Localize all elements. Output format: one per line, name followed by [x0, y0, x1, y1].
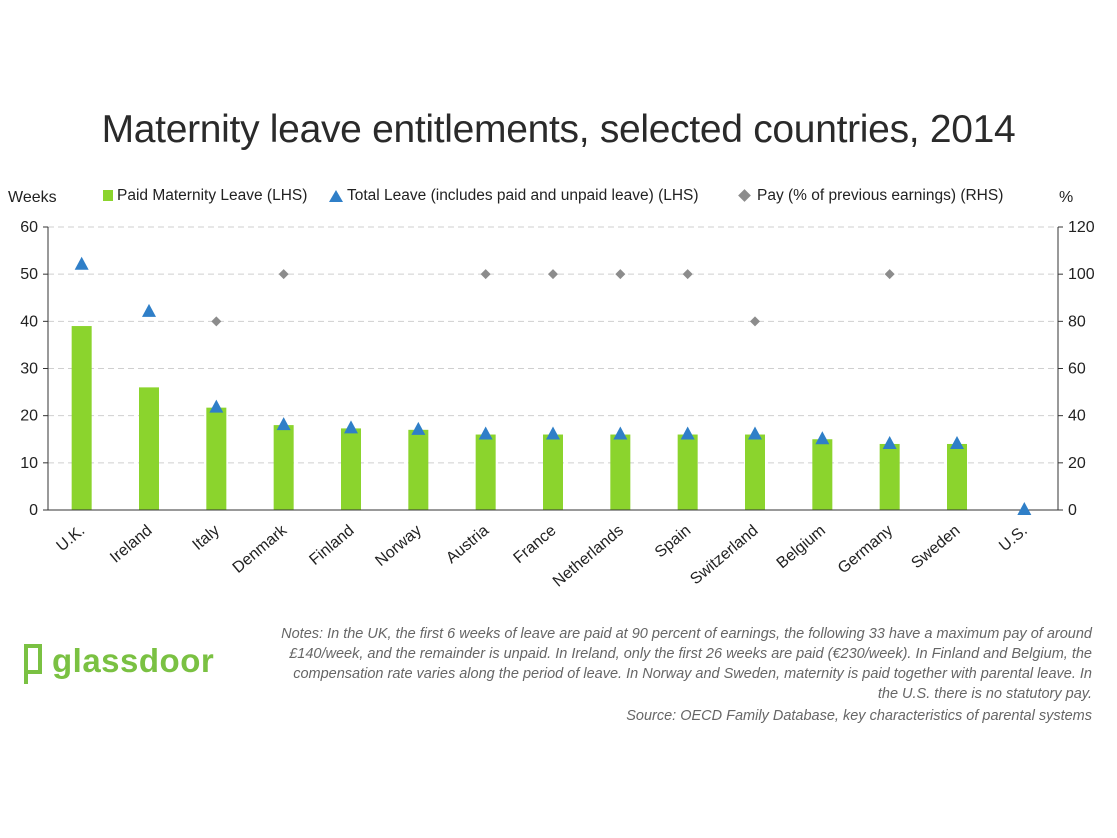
right-tick-label: 120: [1068, 219, 1095, 236]
marker-pay: [884, 269, 895, 280]
chart-source: Source: OECD Family Database, key charac…: [626, 708, 1092, 724]
category-label: Germany: [835, 522, 896, 577]
right-tick-label: 0: [1068, 502, 1077, 519]
right-tick-label: 60: [1068, 361, 1086, 378]
left-tick-label: 50: [20, 266, 38, 283]
category-label: Switzerland: [687, 522, 761, 588]
marker-total-leave: [882, 435, 897, 449]
category-label: Austria: [443, 522, 492, 567]
marker-total-leave: [950, 435, 964, 449]
category-label: Ireland: [107, 522, 155, 566]
bar-paid-leave: [475, 434, 496, 510]
marker-total-leave: [276, 417, 291, 431]
bar-paid-leave: [341, 428, 361, 510]
marker-total-leave: [748, 426, 762, 440]
triangle-icon: [329, 189, 343, 202]
marker-total-leave: [74, 256, 89, 270]
left-tick-label: 20: [20, 408, 38, 425]
category-label: U.K.: [53, 522, 88, 555]
bar-paid-leave: [139, 387, 159, 510]
bar-paid-leave: [812, 439, 833, 510]
bar-paid-leave: [206, 407, 227, 510]
left-tick-label: 30: [20, 361, 38, 378]
right-tick-label: 20: [1068, 455, 1086, 472]
marker-total-leave: [613, 426, 628, 440]
category-label: Denmark: [230, 521, 291, 576]
right-axis-unit: %: [1059, 189, 1074, 206]
legend-label-paid: Paid Maternity Leave (LHS): [117, 187, 308, 204]
bar-paid-leave: [408, 429, 429, 510]
marker-total-leave: [815, 431, 830, 445]
bar-paid-leave: [543, 434, 563, 510]
bar-paid-leave: [610, 434, 631, 510]
left-tick-label: 10: [20, 455, 38, 472]
legend-label-pay: Pay (% of previous earnings) (RHS): [757, 187, 1004, 204]
bar-paid-leave: [273, 425, 294, 510]
legend-label-total: Total Leave (includes paid and unpaid le…: [347, 187, 699, 204]
glassdoor-logo-icon: [20, 640, 50, 689]
left-tick-label: 60: [20, 219, 38, 236]
marker-pay: [278, 269, 289, 280]
left-tick-label: 40: [20, 313, 38, 330]
marker-total-leave: [142, 303, 156, 317]
category-label: France: [510, 522, 559, 567]
category-label: Spain: [652, 522, 694, 561]
right-tick-label: 80: [1068, 313, 1086, 330]
bar-paid-leave: [745, 434, 765, 510]
left-axis-unit: Weeks: [8, 189, 57, 206]
paid-bar-swatch: [103, 190, 113, 202]
chart-notes: Notes: In the UK, the first 6 weeks of l…: [281, 626, 1092, 702]
marker-pay: [548, 269, 558, 280]
right-tick-label: 40: [1068, 408, 1086, 425]
marker-pay: [211, 316, 222, 327]
category-label: Finland: [306, 522, 357, 569]
marker-total-leave: [1017, 502, 1032, 515]
right-tick-label: 100: [1068, 266, 1095, 283]
marker-total-leave: [478, 426, 493, 440]
category-label: Netherlands: [550, 522, 627, 590]
category-label: Sweden: [908, 522, 963, 572]
bar-paid-leave: [71, 326, 92, 510]
category-label: Italy: [189, 522, 222, 554]
marker-total-leave: [546, 426, 560, 440]
chart-title: Maternity leave entitlements, selected c…: [101, 108, 1016, 151]
category-label: Belgium: [774, 522, 829, 572]
legend-item-total: Total Leave (includes paid and unpaid le…: [329, 187, 699, 205]
marker-total-leave: [344, 420, 358, 434]
marker-pay: [750, 316, 760, 327]
category-label: U.S.: [996, 522, 1031, 555]
left-tick-label: 0: [29, 502, 38, 519]
legend-item-paid: Paid Maternity Leave (LHS): [103, 187, 307, 205]
marker-total-leave: [209, 399, 224, 413]
marker-pay: [480, 269, 491, 280]
legend-item-pay: Pay (% of previous earnings) (RHS): [738, 187, 1003, 205]
bar-paid-leave: [677, 434, 698, 510]
marker-pay: [682, 269, 693, 280]
bar-paid-leave: [947, 443, 967, 510]
category-label: Norway: [372, 522, 424, 570]
marker-total-leave: [680, 426, 695, 440]
bar-paid-leave: [879, 443, 900, 510]
marker-pay: [615, 269, 626, 280]
logo-wordmark: glassdoor: [52, 642, 215, 679]
marker-total-leave: [411, 421, 426, 435]
